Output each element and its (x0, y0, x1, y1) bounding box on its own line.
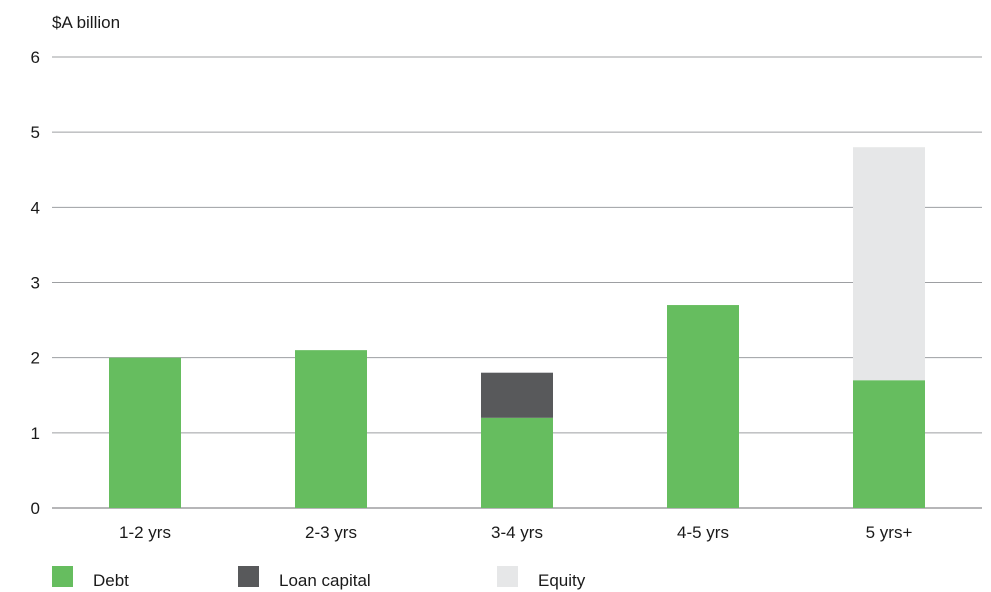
y-tick-label-4: 4 (31, 198, 40, 217)
legend-label-equity: Equity (538, 571, 586, 590)
bar-equity-5 (853, 147, 925, 381)
x-tick-label-1: 1-2 yrs (119, 523, 171, 542)
x-tick-label-4: 4-5 yrs (677, 523, 729, 542)
bar-debt-2 (295, 350, 367, 508)
y-tick-label-0: 0 (31, 499, 40, 518)
legend-swatch-equity (497, 566, 518, 587)
legend-item-debt: Debt (52, 566, 129, 590)
bar-debt-1 (109, 357, 181, 508)
gridlines (52, 56, 982, 509)
y-tick-label-1: 1 (31, 424, 40, 443)
y-tick-label-5: 5 (31, 123, 40, 142)
x-tick-label-5: 5 yrs+ (866, 523, 913, 542)
bars (109, 147, 925, 508)
legend-item-loan-capital: Loan capital (238, 566, 371, 590)
axis-labels: 0 1 2 3 4 5 6 1-2 yrs 2-3 yrs 3-4 yrs 4-5 yrs 5 yrs… (31, 48, 913, 542)
legend-label-debt: Debt (93, 571, 129, 590)
legend-swatch-loan-capital (238, 566, 259, 587)
legend-swatch-debt (52, 566, 73, 587)
chart-svg: 0 1 2 3 4 5 6 1-2 yrs 2-3 yrs 3-4 yrs 4-5 yrs 5 yrs… (31, 13, 982, 542)
legend: Debt Loan capital Equity (52, 566, 982, 592)
bar-debt-4 (667, 305, 739, 508)
legend-label-loan-capital: Loan capital (279, 571, 371, 590)
x-tick-label-2: 2-3 yrs (305, 523, 357, 542)
legend-item-equity: Equity (497, 566, 585, 590)
bar-loan-capital-3 (481, 372, 553, 418)
bar-debt-5 (853, 380, 925, 508)
y-axis-title: $A billion (52, 13, 120, 32)
y-tick-label-3: 3 (31, 274, 40, 293)
bar-debt-3 (481, 417, 553, 508)
y-tick-label-2: 2 (31, 349, 40, 368)
x-tick-label-3: 3-4 yrs (491, 523, 543, 542)
y-tick-label-6: 6 (31, 48, 40, 67)
